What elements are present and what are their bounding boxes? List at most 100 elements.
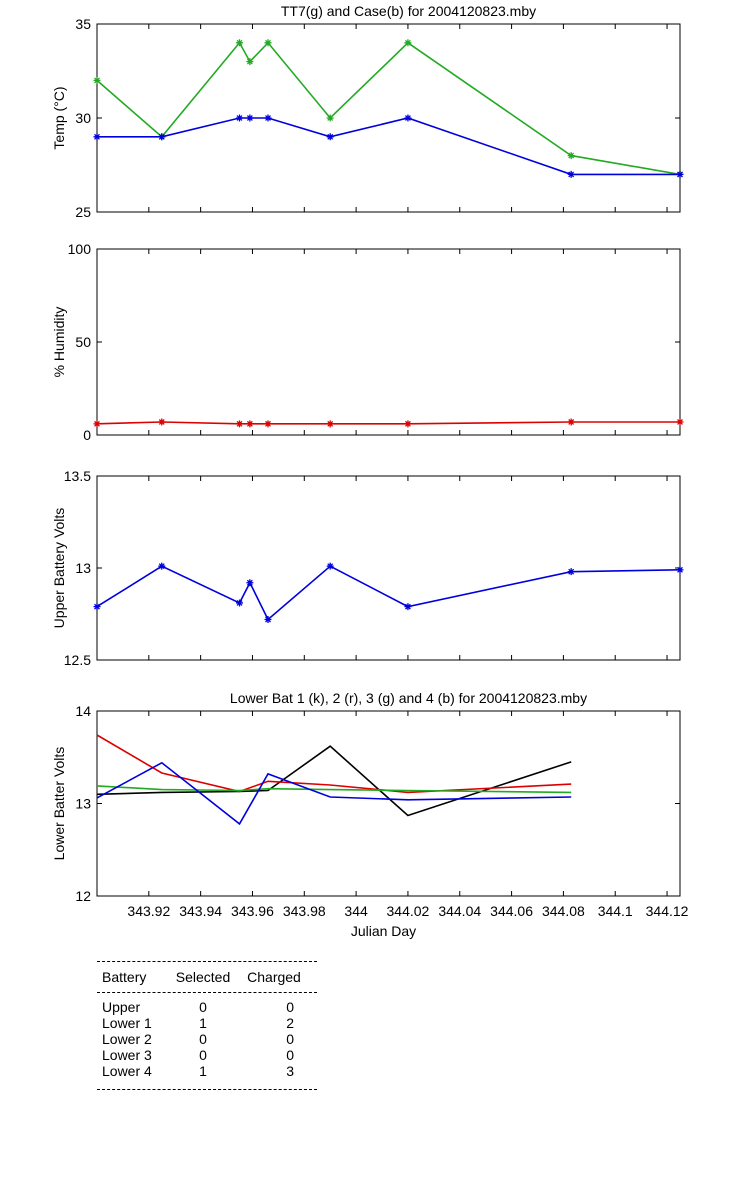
chart-title-3: Lower Bat 1 (k), 2 (r), 3 (g) and 4 (b) … (230, 690, 587, 706)
x-tick-label-6: 344.04 (438, 903, 481, 919)
x-tick-label-3: 343.98 (283, 903, 326, 919)
data-point-1-0-4 (264, 420, 272, 428)
cell-charged: 2 (286, 1015, 294, 1031)
y-axis-label-1: % Humidity (51, 307, 67, 378)
x-tick-label-0: 343.92 (127, 903, 170, 919)
x-tick-label-1: 343.94 (179, 903, 222, 919)
series-line-3-2 (96, 785, 572, 794)
y-axis-label-0: Temp (°C) (51, 86, 67, 149)
data-point-0-1-3 (246, 114, 254, 122)
data-point-0-1-0 (93, 133, 101, 141)
data-point-0-0-3 (246, 58, 254, 66)
x-tick-label-8: 344.08 (542, 903, 585, 919)
x-axis-label: Julian Day (351, 923, 416, 939)
cell-charged: 0 (286, 1047, 294, 1063)
y-tick-label-2-1: 13 (75, 560, 91, 576)
cell-battery: Lower 4 (102, 1063, 152, 1079)
table-row: Lower 2 0 0 (97, 1031, 317, 1047)
table-header-row: Battery Selected Charged (97, 962, 317, 992)
table-row: Lower 1 1 2 (97, 1015, 317, 1031)
table-row: Upper 0 0 (97, 999, 317, 1015)
data-point-2-0-6 (404, 603, 412, 611)
table-row: Lower 3 0 0 (97, 1047, 317, 1063)
data-point-0-0-7 (567, 152, 575, 160)
cell-selected: 1 (199, 1063, 207, 1079)
series-line-3-3 (96, 761, 572, 826)
x-tick-label-5: 344.02 (387, 903, 430, 919)
data-point-2-0-3 (246, 579, 254, 587)
cell-selected: 0 (199, 1031, 207, 1047)
data-point-1-0-0 (93, 420, 101, 428)
cell-battery: Upper (102, 999, 141, 1015)
y-axis-label-2: Upper Battery Volts (51, 508, 67, 629)
data-point-0-1-7 (567, 170, 575, 178)
header-charged: Charged (247, 969, 301, 985)
cell-charged: 0 (286, 999, 294, 1015)
header-selected: Selected (175, 969, 231, 985)
data-point-1-0-1 (158, 418, 166, 426)
x-tick-label-9: 344.1 (598, 903, 633, 919)
battery-table: Battery Selected Charged Upper 0 0 Lower… (97, 961, 317, 1090)
cell-selected: 0 (199, 1047, 207, 1063)
data-point-2-0-8 (676, 566, 684, 574)
y-tick-label-3-1: 13 (75, 796, 91, 812)
x-tick-label-7: 344.06 (490, 903, 533, 919)
y-tick-label-2-0: 12.5 (64, 652, 91, 668)
data-point-2-0-5 (326, 562, 334, 570)
data-point-2-0-4 (264, 616, 272, 624)
series-line-3-0 (96, 745, 572, 817)
data-point-1-0-7 (567, 418, 575, 426)
data-point-1-0-8 (676, 418, 684, 426)
series-line-3-1 (96, 734, 572, 794)
cell-charged: 0 (286, 1031, 294, 1047)
table-row: Lower 4 1 3 (97, 1063, 317, 1079)
header-battery: Battery (102, 969, 147, 985)
cell-battery: Lower 3 (102, 1047, 152, 1063)
y-tick-label-1-0: 0 (83, 427, 91, 443)
plot-frame-3 (96, 710, 681, 897)
data-point-2-0-1 (158, 562, 166, 570)
charts-canvas: 25 30 35 TT7(g) and Case(b) for 2004120823.… (51, 3, 689, 939)
data-point-0-1-8 (676, 170, 684, 178)
table-top-divider (97, 961, 317, 962)
data-point-0-1-2 (236, 114, 244, 122)
data-point-0-1-6 (404, 114, 412, 122)
series-line-0-1 (97, 117, 680, 176)
data-point-0-0-4 (264, 39, 272, 47)
data-point-0-1-1 (158, 133, 166, 141)
cell-selected: 1 (199, 1015, 207, 1031)
y-tick-label-1-2: 100 (68, 241, 92, 257)
chart-title-0: TT7(g) and Case(b) for 2004120823.mby (281, 3, 536, 19)
cell-battery: Lower 1 (102, 1015, 152, 1031)
data-point-1-0-5 (326, 420, 334, 428)
plot-frame-0 (96, 23, 681, 213)
x-tick-label-4: 344 (344, 903, 368, 919)
y-axis-label-3: Lower Batter Volts (51, 747, 67, 861)
x-tick-label-10: 344.12 (646, 903, 689, 919)
data-point-0-0-0 (93, 76, 101, 84)
data-point-2-0-0 (93, 603, 101, 611)
table-header-divider (97, 992, 317, 993)
y-tick-label-0-1: 30 (75, 110, 91, 126)
data-point-1-0-2 (236, 420, 244, 428)
data-point-2-0-7 (567, 568, 575, 576)
series-line-2-0 (96, 565, 681, 621)
table-bottom-divider (97, 1089, 317, 1090)
x-tick-label-2: 343.96 (231, 903, 274, 919)
y-tick-label-0-0: 25 (75, 204, 91, 220)
data-point-0-0-5 (326, 114, 334, 122)
data-point-0-0-6 (404, 39, 412, 47)
data-point-0-1-5 (326, 133, 334, 141)
y-tick-label-1-1: 50 (75, 334, 91, 350)
y-tick-label-0-2: 35 (75, 16, 91, 32)
plot-frame-2 (96, 475, 681, 661)
data-point-1-0-3 (246, 420, 254, 428)
data-point-1-0-6 (404, 420, 412, 428)
cell-selected: 0 (199, 999, 207, 1015)
y-tick-label-2-2: 13.5 (64, 468, 91, 484)
y-tick-label-3-0: 12 (75, 888, 91, 904)
y-tick-label-3-2: 14 (75, 703, 91, 719)
data-point-2-0-2 (236, 599, 244, 607)
cell-battery: Lower 2 (102, 1031, 152, 1047)
series-line-1-0 (96, 421, 680, 425)
